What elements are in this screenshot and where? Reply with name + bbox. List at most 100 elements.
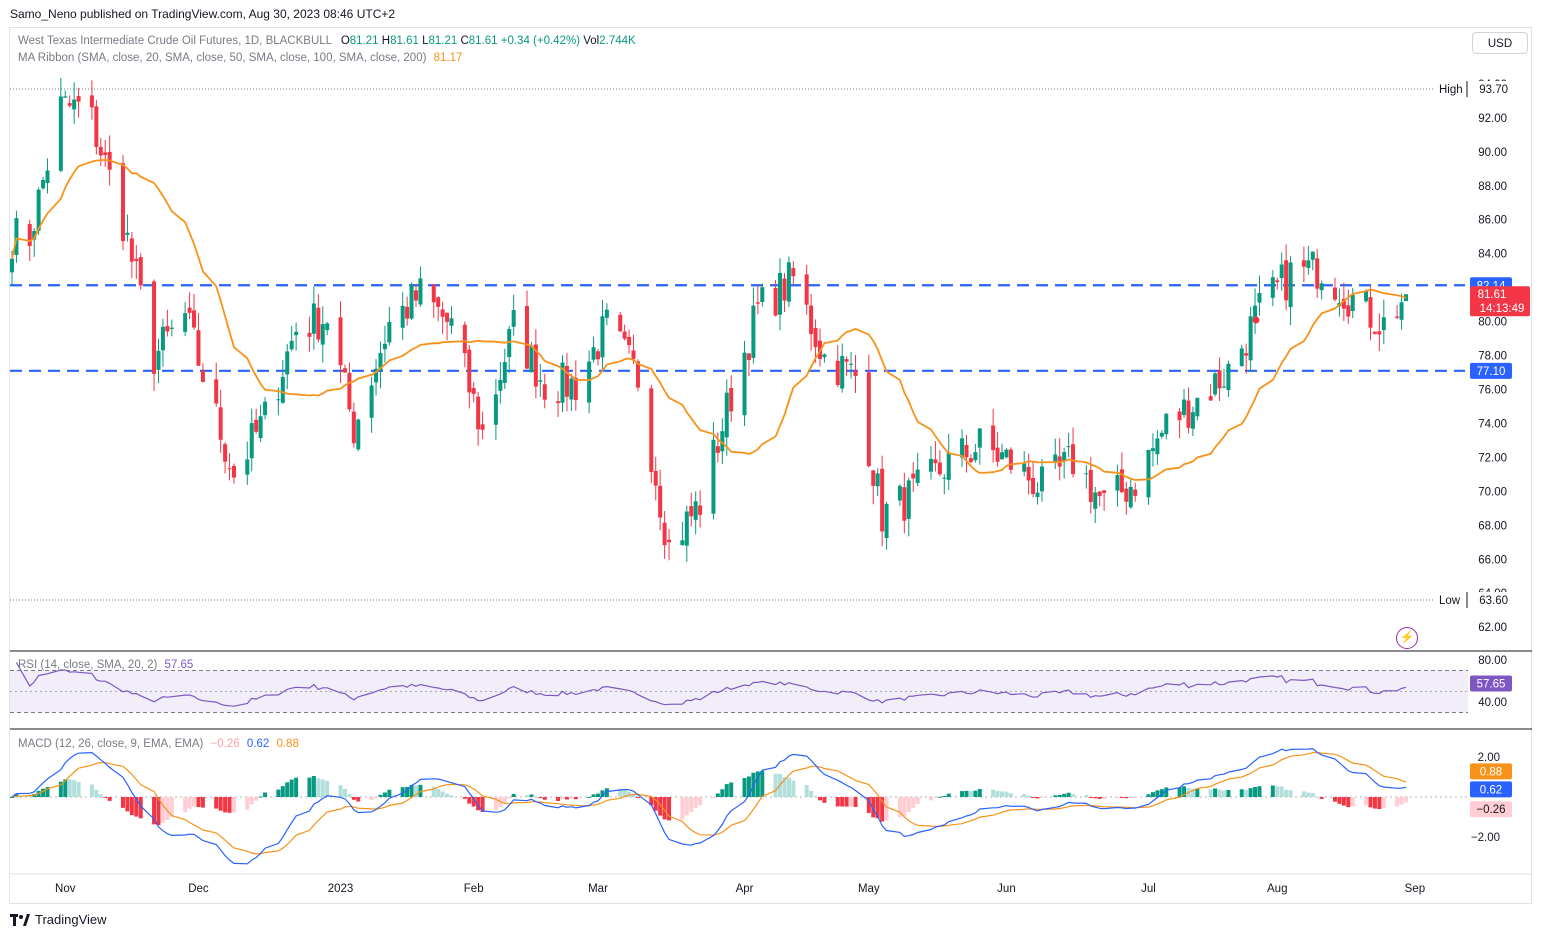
macd-hist-bar xyxy=(724,784,729,797)
macd-hist-bar xyxy=(729,782,734,797)
macd-hist-bar xyxy=(1368,797,1373,808)
macd-hist-bar xyxy=(249,797,254,805)
macd-hist-bar xyxy=(689,797,694,813)
macd-hist-tag xyxy=(1470,801,1512,818)
candle-body xyxy=(1315,258,1320,289)
macd-hist-bar xyxy=(711,797,716,798)
price-axis-tick: 68.00 xyxy=(1478,520,1507,532)
macd-hist-bar xyxy=(480,797,485,813)
macd-hist-bar xyxy=(556,797,561,801)
macd-hist-bar xyxy=(1279,786,1284,797)
candle-body xyxy=(1239,348,1244,367)
candle-body xyxy=(627,336,632,346)
candle-body xyxy=(1195,397,1200,417)
candle-body xyxy=(227,468,232,470)
candle-body xyxy=(476,396,481,430)
time-axis-tick: May xyxy=(858,883,880,895)
footer-brand[interactable]: TradingView xyxy=(10,912,107,927)
candle-body xyxy=(635,361,640,388)
candle-body xyxy=(1150,448,1155,452)
candle-body xyxy=(1310,251,1315,260)
macd-hist-bar xyxy=(72,780,77,797)
candle-body xyxy=(1097,491,1102,497)
macd-hist-bar xyxy=(915,797,920,805)
macd-hist-bar xyxy=(1150,792,1155,797)
candle-body xyxy=(524,305,529,369)
candle-body xyxy=(1350,294,1355,312)
macd-hist-bar xyxy=(1004,791,1009,797)
candle-body xyxy=(1164,413,1169,435)
macd-hist-bar xyxy=(591,794,596,797)
macd-hist-bar xyxy=(76,781,81,797)
macd-hist-bar xyxy=(1031,797,1036,798)
publisher-caption: Samo_Neno published on TradingView.com, … xyxy=(10,7,396,21)
macd-hist-bar xyxy=(569,797,574,799)
candle-body xyxy=(667,539,672,543)
rsi-legend: RSI (14, close, SMA, 20, 2) 57.65 xyxy=(18,659,193,671)
macd-hist-bar xyxy=(1026,795,1031,797)
candle-body xyxy=(591,347,596,360)
macd-hist-bar xyxy=(67,779,72,797)
macd-hist-bar xyxy=(560,797,565,799)
macd-hist-bar xyxy=(849,797,854,807)
candle-body xyxy=(36,189,41,231)
candle-body xyxy=(1190,412,1195,429)
macd-hist-bar xyxy=(1190,788,1195,797)
macd-hist-bar xyxy=(263,792,268,797)
candle-body xyxy=(356,419,361,450)
candle-body xyxy=(511,310,516,327)
macd-hist-bar xyxy=(387,789,392,797)
macd-hist-bar xyxy=(41,788,46,797)
macd-hist-bar xyxy=(1062,793,1067,797)
candle-body xyxy=(937,462,942,475)
macd-hist-bar xyxy=(445,793,450,797)
candle-body xyxy=(1284,260,1289,301)
candle-body xyxy=(560,362,565,403)
macd-hist-bar xyxy=(1257,786,1262,797)
macd-hist-bar xyxy=(1159,789,1164,797)
macd-line xyxy=(11,748,1407,865)
candle-body xyxy=(249,423,254,459)
candle-body xyxy=(1226,363,1231,391)
macd-hist-bar xyxy=(493,797,498,810)
macd-line-tag-label: 0.62 xyxy=(1480,784,1502,796)
flash-icon[interactable]: ⚡ xyxy=(1396,627,1418,649)
macd-hist-bar xyxy=(653,797,658,811)
high-value: 81.61 xyxy=(390,35,419,47)
countdown-label: 14:13:49 xyxy=(1480,303,1525,315)
candle-body xyxy=(245,459,250,475)
candle-body xyxy=(622,331,627,339)
macd-signal-tag-label: 0.88 xyxy=(1480,766,1502,778)
candle-body xyxy=(960,438,965,458)
candle-body xyxy=(418,278,423,305)
candle-body xyxy=(1146,449,1151,498)
currency-button[interactable]: USD xyxy=(1472,32,1528,54)
candle-body xyxy=(94,106,99,147)
candle-body xyxy=(413,290,418,301)
macd-hist-bar xyxy=(822,797,827,803)
candle-body xyxy=(436,297,441,307)
time-axis-tick: Jun xyxy=(997,883,1016,895)
candle-body xyxy=(27,224,32,247)
symbol-name: West Texas Intermediate Crude Oil Future… xyxy=(18,35,332,47)
vol-value: 2.744K xyxy=(599,35,636,47)
time-axis-tick: Apr xyxy=(736,883,754,895)
tradingview-logo-icon xyxy=(10,913,30,926)
candle-body xyxy=(307,332,312,337)
candle-body xyxy=(103,152,108,156)
candle-body xyxy=(320,324,325,345)
macd-signal-tag xyxy=(1470,763,1512,780)
macd-hist-bar xyxy=(973,790,978,797)
candle-body xyxy=(1004,449,1009,458)
price-axis-tick: 86.00 xyxy=(1478,215,1507,227)
candle-body xyxy=(214,379,219,404)
candle-body xyxy=(67,103,72,106)
macd-hist-bar xyxy=(1350,797,1355,807)
macd-hist-bar xyxy=(804,785,809,797)
macd-hist-bar xyxy=(218,797,223,811)
macd-axis-tick: −2.00 xyxy=(1471,832,1500,844)
macd-label: MACD (12, 26, close, 9, EMA, EMA) xyxy=(18,738,204,750)
macd-hist-bar xyxy=(471,797,476,807)
open-value: 81.21 xyxy=(349,35,379,47)
